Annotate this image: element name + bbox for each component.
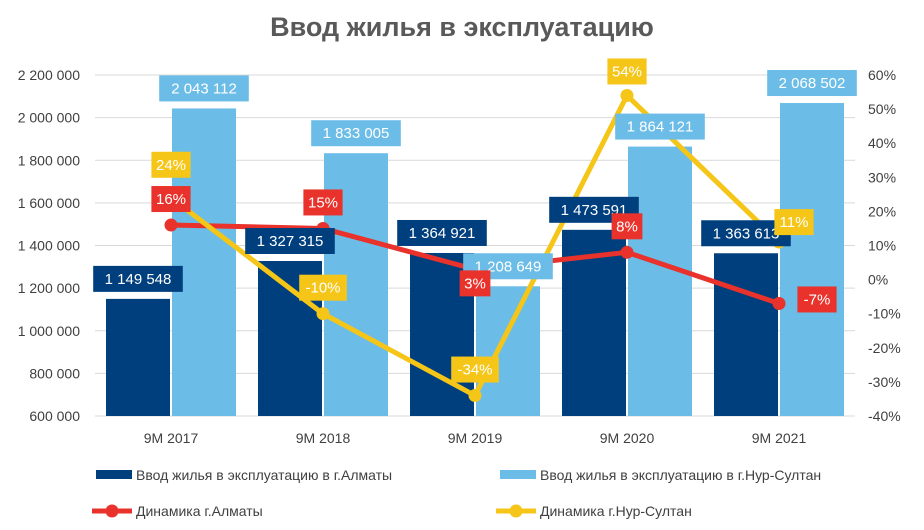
bar-data-label: 2 043 112 xyxy=(171,80,237,97)
line-point xyxy=(316,307,330,321)
chart-title: Ввод жилья в эксплуатацию xyxy=(270,12,654,42)
line-data-label: 11% xyxy=(780,214,809,231)
line-data-label-box xyxy=(151,151,191,178)
bar-data-label: 2 068 502 xyxy=(779,75,846,92)
bar-data-label-box xyxy=(245,227,335,254)
y-left-tick-label: 1 400 000 xyxy=(18,238,80,254)
bar-data-label: 1 149 548 xyxy=(105,271,172,288)
line-data-label-box xyxy=(451,356,499,383)
bar-data-label-box xyxy=(615,113,705,140)
line-data-label: -7% xyxy=(804,291,831,308)
bar-data-label-box xyxy=(93,265,183,292)
y-left-tick-label: 1 200 000 xyxy=(18,280,80,296)
y-left-tick-label: 2 200 000 xyxy=(18,67,80,83)
y-right-tick-label: 40% xyxy=(868,135,896,151)
x-tick-label: 9М 2017 xyxy=(144,430,199,446)
legend-label: Динамика г.Нур-Султан xyxy=(540,503,692,519)
y-right-tick-label: 10% xyxy=(868,238,896,254)
legend-swatch xyxy=(500,470,536,479)
y-right-tick-label: 60% xyxy=(868,67,896,83)
bar-data-label-box xyxy=(397,219,487,246)
line-data-label: 54% xyxy=(612,63,642,80)
line-point xyxy=(164,218,178,232)
bar-data-label: 1 864 121 xyxy=(627,119,694,136)
y-right-tick-label: -20% xyxy=(868,340,901,356)
bar-data-label: 1 833 005 xyxy=(323,125,390,142)
bar-data-label: 1 208 649 xyxy=(475,258,542,275)
line-data-label-box xyxy=(774,209,814,236)
line-point xyxy=(620,88,634,102)
y-left-tick-label: 1 800 000 xyxy=(18,152,80,168)
x-tick-label: 9М 2019 xyxy=(448,430,503,446)
bar xyxy=(628,146,692,416)
bar-data-label-box xyxy=(159,75,249,102)
bar-data-label: 1 327 315 xyxy=(257,233,324,250)
bar xyxy=(476,286,540,416)
y-right-tick-label: -10% xyxy=(868,306,901,322)
y-right-tick-label: 20% xyxy=(868,203,896,219)
y-left-tick-label: 2 000 000 xyxy=(18,110,80,126)
line-data-label-box xyxy=(607,58,647,85)
line-point xyxy=(620,245,634,259)
y-right-tick-label: 0% xyxy=(868,272,888,288)
bar-data-label: 1 473 591 xyxy=(561,202,628,219)
line-data-label: 8% xyxy=(616,218,638,235)
y-right-tick-label: -40% xyxy=(868,408,901,424)
bar xyxy=(714,253,778,416)
line-data-label: 15% xyxy=(308,194,338,211)
line-data-label: 3% xyxy=(464,275,486,292)
line-data-label-box xyxy=(797,286,837,313)
legend-swatch xyxy=(105,504,119,518)
bar xyxy=(780,103,844,416)
line-data-label: 16% xyxy=(156,191,186,208)
y-right-tick-label: 50% xyxy=(868,101,896,117)
y-right-tick-label: 30% xyxy=(868,169,896,185)
line-data-label: -34% xyxy=(457,362,492,379)
x-tick-label: 9М 2020 xyxy=(600,430,655,446)
y-right-tick-label: -30% xyxy=(868,374,901,390)
bar-data-label-box xyxy=(767,70,857,97)
line-data-label: 24% xyxy=(156,157,186,174)
x-tick-label: 9М 2021 xyxy=(752,430,807,446)
legend-label: Динамика г.Алматы xyxy=(136,503,263,519)
line-data-label-box xyxy=(151,186,191,213)
legend-swatch xyxy=(96,470,132,479)
y-left-tick-label: 800 000 xyxy=(29,365,80,381)
bar-data-label: 1 364 921 xyxy=(409,225,476,242)
line-data-label-box xyxy=(459,270,491,297)
legend-label: Ввод жилья в эксплуатацию в г.Нур-Султан xyxy=(540,467,821,483)
bar-data-label-box xyxy=(311,120,401,147)
bar-data-label: 1 363 613 xyxy=(713,225,780,242)
line-data-label: -10% xyxy=(305,280,340,297)
legend-label: Ввод жилья в эксплуатацию в г.Алматы xyxy=(136,467,392,483)
line-point xyxy=(772,296,786,310)
y-left-tick-label: 600 000 xyxy=(29,408,80,424)
x-tick-label: 9М 2018 xyxy=(296,430,351,446)
line-data-label-box xyxy=(303,189,343,216)
bar xyxy=(106,298,170,416)
legend-swatch xyxy=(509,504,523,518)
y-left-tick-label: 1 600 000 xyxy=(18,195,80,211)
line-data-label-box xyxy=(611,213,643,240)
line-data-label-box xyxy=(299,274,347,301)
y-left-tick-label: 1 000 000 xyxy=(18,323,80,339)
line-point xyxy=(468,389,482,403)
